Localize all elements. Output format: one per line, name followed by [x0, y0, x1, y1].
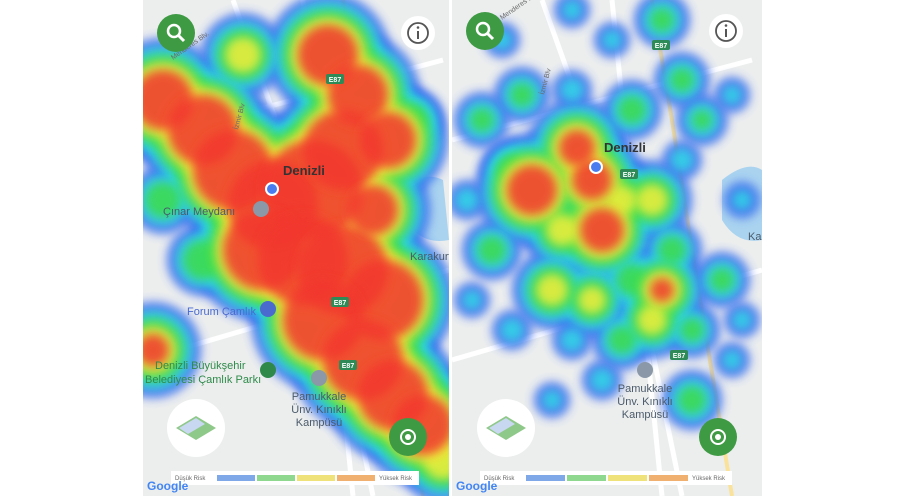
city-label: Denizli	[283, 163, 325, 178]
map-panel[interactable]: Menderes Blv. İzmir Blv E87 E87 E87 Deni…	[101, 0, 487, 496]
poi-icon	[260, 301, 276, 317]
heatmap	[143, 0, 449, 496]
city-label: Denizli	[604, 140, 646, 155]
road-shield	[326, 74, 344, 84]
heat-blob	[637, 305, 667, 335]
place-label: Pamukkale	[292, 391, 346, 403]
heat-blob	[478, 236, 506, 264]
heat-blob	[680, 318, 704, 342]
road-label: E87	[342, 363, 355, 370]
heat-blob	[143, 334, 169, 366]
heat-blob	[590, 368, 614, 392]
place-label: Forum Çamlık	[187, 306, 257, 318]
layers-button[interactable]	[167, 399, 225, 457]
heat-blob	[470, 108, 494, 132]
road-label: E87	[623, 172, 636, 179]
heat-blob	[692, 110, 712, 130]
road-label: E87	[673, 353, 686, 360]
heat-blob	[455, 188, 479, 212]
map-panel[interactable]: Menderes Blv. İzmir Blv E87 E87 E87 Deni…	[447, 0, 762, 496]
heat-blob	[650, 278, 674, 302]
heat-blob	[348, 185, 398, 235]
place-label: Pamukkale	[618, 383, 672, 395]
heat-blob	[507, 165, 557, 215]
road-shield	[339, 360, 357, 370]
heat-blob	[536, 274, 568, 306]
place-label: Belediyesi Çamlık Parkı	[145, 374, 261, 386]
heat-blob	[360, 112, 416, 168]
locate-button[interactable]	[389, 418, 427, 456]
heat-blob	[500, 318, 524, 342]
place-label: Çınar Meydanı	[163, 206, 235, 218]
poi-icon	[253, 201, 269, 217]
heat-blob	[618, 96, 646, 124]
road-label: E87	[655, 43, 668, 50]
road-label: E87	[329, 77, 342, 84]
place-label: Kampüsü	[296, 417, 342, 429]
heat-blob	[580, 208, 624, 252]
google-logo: Google	[147, 479, 189, 493]
heat-blob	[732, 190, 752, 210]
layers-button[interactable]	[477, 399, 535, 457]
poi-icon	[311, 370, 327, 386]
risk-legend: Düşük Risk Yüksek Risk	[480, 471, 732, 485]
place-label: Ka	[748, 231, 762, 243]
place-label: Ünv. Kınıklı	[291, 404, 346, 416]
road-shield	[620, 169, 638, 179]
heat-blob	[722, 350, 742, 370]
poi-icon	[260, 362, 276, 378]
heat-blob	[546, 214, 578, 246]
heat-blob	[562, 0, 582, 20]
locate-button[interactable]	[699, 418, 737, 456]
legend-label: Yüksek Risk	[692, 476, 726, 482]
heat-blob	[670, 148, 694, 172]
heatmap	[452, 0, 760, 430]
heat-blob	[607, 185, 637, 215]
heat-blob	[650, 8, 674, 32]
heat-blob	[542, 390, 562, 410]
search-button[interactable]	[466, 12, 504, 50]
road-shield	[670, 350, 688, 360]
place-label: Denizli Büyükşehir	[155, 360, 246, 372]
heat-blob	[183, 240, 223, 280]
heat-blob	[462, 290, 482, 310]
heat-blob	[670, 68, 694, 92]
road-label: E87	[334, 300, 347, 307]
place-label: Kampüsü	[622, 409, 668, 421]
heat-blob	[578, 286, 606, 314]
heat-blob	[678, 386, 706, 414]
google-logo: Google	[456, 479, 498, 493]
heat-blob	[602, 30, 622, 50]
legend-label: Düşük Risk	[484, 476, 515, 482]
info-button[interactable]	[401, 16, 435, 50]
info-button[interactable]	[709, 14, 743, 48]
place-label: Karakurt	[410, 251, 452, 263]
location-dot	[589, 160, 603, 174]
place-label: Ünv. Kınıklı	[617, 396, 672, 408]
heat-blob	[636, 184, 668, 216]
legend-label: Yüksek Risk	[379, 476, 413, 482]
legend-label: Düşük Risk	[175, 476, 206, 482]
heat-blob	[710, 268, 734, 292]
heat-blob	[658, 236, 686, 264]
heat-blob	[608, 326, 636, 354]
road-shield	[331, 297, 349, 307]
heat-blob	[560, 78, 584, 102]
location-dot	[265, 182, 279, 196]
heat-blob	[225, 37, 261, 73]
heat-blob	[145, 182, 181, 218]
poi-icon	[637, 362, 653, 378]
heat-blob	[560, 328, 584, 352]
heat-blob	[732, 310, 752, 330]
road-shield	[652, 40, 670, 50]
heat-blob	[559, 130, 595, 166]
heat-blob	[722, 85, 742, 105]
search-button[interactable]	[157, 14, 195, 52]
heat-blob	[510, 83, 534, 107]
risk-legend: Düşük Risk Yüksek Risk	[171, 471, 419, 485]
